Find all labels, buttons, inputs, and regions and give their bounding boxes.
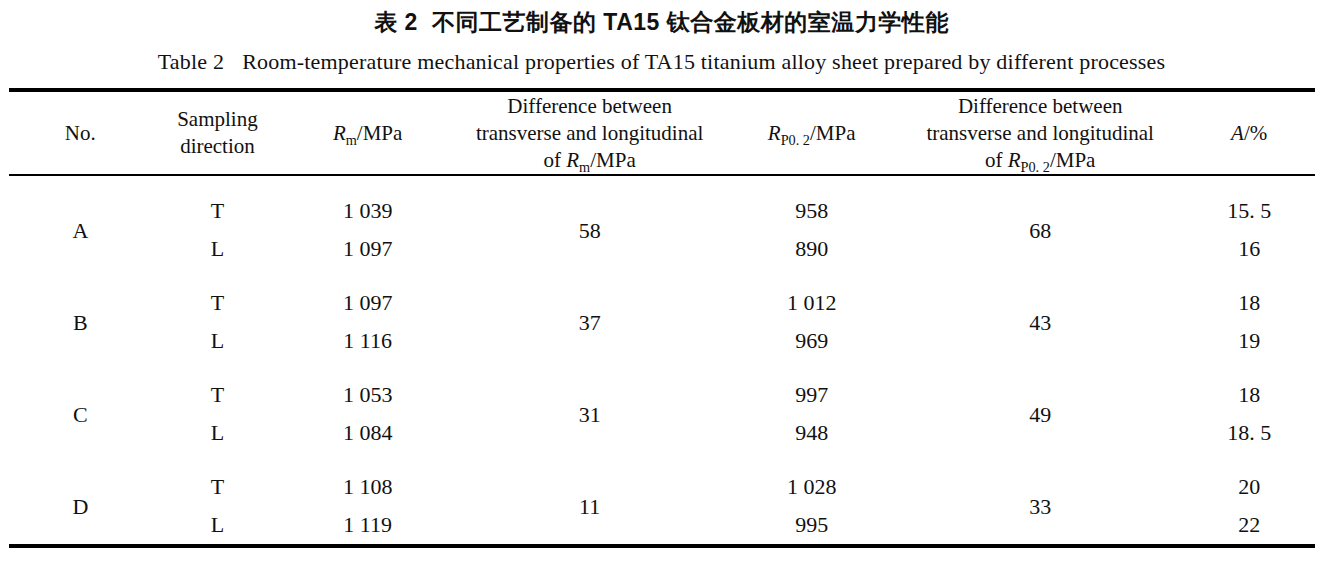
- rm-subscript: m: [579, 159, 590, 175]
- cell-rp02-difference: 43: [897, 268, 1184, 360]
- rm-symbol: R: [333, 121, 346, 145]
- cell-rp02-value: 997: [727, 360, 897, 413]
- rp02-unit: /MPa: [810, 121, 856, 145]
- rm-symbol: R: [566, 148, 579, 172]
- cell-direction: T: [152, 268, 283, 321]
- cell-direction: L: [152, 413, 283, 452]
- cell-elongation-value: 18: [1184, 268, 1315, 321]
- cell-elongation-value: 19: [1184, 321, 1315, 360]
- paper-table-page: 表 2 不同工艺制备的 TA15 钛合金板材的室温力学性能 Table 2 Room…: [0, 0, 1323, 565]
- cell-elongation-value: 15. 5: [1184, 175, 1315, 229]
- table-number-zh: 表 2: [374, 9, 418, 35]
- cell-process-no: B: [9, 268, 153, 360]
- table-title-english: Table 2 Room-temperature mechanical prope…: [0, 49, 1323, 75]
- cell-rm-value: 1 097: [283, 268, 453, 321]
- header-row: No. Sampling direction Rm/MPa Difference…: [9, 90, 1315, 175]
- cell-rp02-value: 995: [727, 505, 897, 546]
- sampling-line1: Sampling: [152, 106, 283, 133]
- cell-rp02-difference: 68: [897, 175, 1184, 268]
- table-number-en: Table 2: [158, 49, 224, 74]
- cell-direction: T: [152, 175, 283, 229]
- diff-line3: of Rm/MPa: [453, 147, 727, 174]
- cell-direction: L: [152, 505, 283, 546]
- cell-rm-value: 1 084: [283, 413, 453, 452]
- cell-rp02-difference: 49: [897, 360, 1184, 452]
- rm-subscript: m: [346, 132, 357, 148]
- cell-rm-difference: 31: [453, 360, 727, 452]
- table-header: No. Sampling direction Rm/MPa Difference…: [9, 90, 1315, 175]
- col-header-sampling-direction: Sampling direction: [152, 90, 283, 175]
- cell-rp02-value: 1 012: [727, 268, 897, 321]
- rp02-symbol: R: [768, 121, 781, 145]
- rp02-subscript: P0. 2: [1021, 159, 1050, 175]
- table-title-chinese: 表 2 不同工艺制备的 TA15 钛合金板材的室温力学性能: [0, 7, 1323, 38]
- cell-rm-value: 1 097: [283, 229, 453, 268]
- col-header-rm-difference: Difference between transverse and longit…: [453, 90, 727, 175]
- cell-direction: T: [152, 360, 283, 413]
- rp02-subscript: P0. 2: [781, 132, 810, 148]
- table-row-c-transverse: C T 1 053 31 997 49 18: [9, 360, 1315, 413]
- rp02-symbol: R: [1008, 148, 1021, 172]
- table-title-en-text: Room-temperature mechanical properties o…: [242, 49, 1165, 74]
- rm-unit: /MPa: [590, 148, 636, 172]
- cell-rm-difference: 11: [453, 452, 727, 546]
- cell-rm-difference: 37: [453, 268, 727, 360]
- table-row-b-transverse: B T 1 097 37 1 012 43 18: [9, 268, 1315, 321]
- col-header-rp02: RP0. 2/MPa: [727, 90, 897, 175]
- col-header-rp02-difference: Difference between transverse and longit…: [897, 90, 1184, 175]
- diff-of: of: [544, 148, 562, 172]
- elongation-symbol: A: [1231, 121, 1244, 145]
- cell-elongation-value: 16: [1184, 229, 1315, 268]
- rp02-unit: /MPa: [1050, 148, 1096, 172]
- diff-line1: Difference between: [897, 93, 1184, 120]
- cell-rm-value: 1 116: [283, 321, 453, 360]
- diff-line1: Difference between: [453, 93, 727, 120]
- cell-direction: L: [152, 321, 283, 360]
- cell-rp02-value: 948: [727, 413, 897, 452]
- cell-rp02-value: 969: [727, 321, 897, 360]
- table-row-d-transverse: D T 1 108 11 1 028 33 20: [9, 452, 1315, 505]
- col-header-rm: Rm/MPa: [283, 90, 453, 175]
- cell-process-no: C: [9, 360, 153, 452]
- rm-unit: /MPa: [357, 121, 403, 145]
- mechanical-properties-table: No. Sampling direction Rm/MPa Difference…: [9, 88, 1315, 548]
- cell-rp02-value: 890: [727, 229, 897, 268]
- cell-rp02-value: 958: [727, 175, 897, 229]
- cell-elongation-value: 20: [1184, 452, 1315, 505]
- diff-line2: transverse and longitudinal: [453, 120, 727, 147]
- cell-process-no: D: [9, 452, 153, 546]
- cell-elongation-value: 18. 5: [1184, 413, 1315, 452]
- cell-elongation-value: 22: [1184, 505, 1315, 546]
- col-header-no: No.: [9, 90, 153, 175]
- table-row-a-transverse: A T 1 039 58 958 68 15. 5: [9, 175, 1315, 229]
- cell-rm-difference: 58: [453, 175, 727, 268]
- cell-rm-value: 1 053: [283, 360, 453, 413]
- table-title-zh-text: 不同工艺制备的 TA15 钛合金板材的室温力学性能: [432, 9, 949, 35]
- diff-line2: transverse and longitudinal: [897, 120, 1184, 147]
- diff-of: of: [985, 148, 1003, 172]
- sampling-line2: direction: [152, 133, 283, 160]
- cell-rm-value: 1 039: [283, 175, 453, 229]
- cell-direction: T: [152, 452, 283, 505]
- cell-rm-value: 1 108: [283, 452, 453, 505]
- cell-rp02-value: 1 028: [727, 452, 897, 505]
- cell-rm-value: 1 119: [283, 505, 453, 546]
- table-body: A T 1 039 58 958 68 15. 5 L 1 097 890 16…: [9, 175, 1315, 546]
- elongation-unit: /%: [1244, 121, 1267, 145]
- col-header-elongation: A/%: [1184, 90, 1315, 175]
- cell-direction: L: [152, 229, 283, 268]
- cell-elongation-value: 18: [1184, 360, 1315, 413]
- cell-rp02-difference: 33: [897, 452, 1184, 546]
- cell-process-no: A: [9, 175, 153, 268]
- diff-line3: of RP0. 2/MPa: [897, 147, 1184, 174]
